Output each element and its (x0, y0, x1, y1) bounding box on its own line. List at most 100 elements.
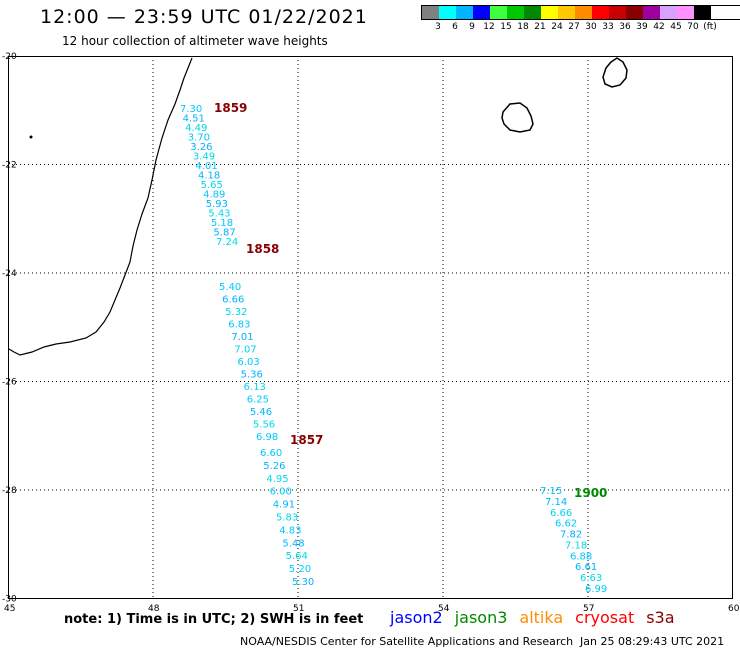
legend-label: 24 (551, 22, 563, 32)
generation-timestamp: Jan 25 08:29:43 UTC 2021 (580, 635, 725, 648)
wave-height-value: 4.89 (203, 190, 225, 201)
wave-height-value: 7.14 (545, 497, 567, 508)
wave-height-value: 3.70 (188, 133, 210, 144)
mauritius-island-outline (602, 57, 628, 88)
legend-swatches (421, 5, 740, 20)
map-title: 12:00 — 23:59 UTC 01/22/2021 (40, 6, 368, 28)
legend-label: 21 (534, 22, 546, 32)
longitude-label: 54 (438, 604, 450, 614)
legend-swatch (643, 6, 660, 19)
footnote: note: 1) Time is in UTC; 2) SWH is in fe… (64, 612, 364, 627)
islet-marker (29, 135, 33, 139)
pass-time-label: 1859 (214, 101, 247, 115)
wave-height-value: 5.64 (286, 551, 308, 562)
color-legend: 3 6 9 12 15 18 21 24 27 30 33 36 39 42 45 70 (ft) (421, 5, 740, 36)
satellite-altika: altika (519, 608, 564, 627)
wave-height-value: 7.30 (180, 104, 202, 115)
legend-label: 39 (636, 22, 648, 32)
latitude-label: -30 (2, 595, 17, 605)
wave-height-value: 7.07 (234, 345, 256, 356)
wave-height-value: 3.26 (190, 142, 212, 153)
legend-swatch (660, 6, 677, 19)
wave-height-value: 6.62 (555, 519, 577, 530)
legend-swatch (677, 6, 694, 19)
legend-label: 45 (670, 22, 682, 32)
legend-swatch (626, 6, 643, 19)
wave-height-value: 4.49 (185, 123, 207, 134)
legend-labels: 3 6 9 12 15 18 21 24 27 30 33 36 39 42 45 70 (ft) (421, 22, 740, 36)
wave-height-value: 6.03 (238, 357, 260, 368)
legend-label: 33 (602, 22, 614, 32)
legend-label: 3 (435, 22, 441, 32)
wave-height-value: 4.95 (266, 474, 288, 485)
wave-height-value: 5.93 (206, 199, 228, 210)
satellite-legend: jason2 jason3 altika cryosat s3a (390, 608, 675, 627)
latitude-label: -28 (2, 486, 17, 496)
satellite-cryosat: cryosat (575, 608, 635, 627)
legend-swatch (558, 6, 575, 19)
longitude-labels: 45 48 51 54 57 60 (4, 604, 740, 614)
wave-height-value: 4.18 (198, 171, 220, 182)
wave-height-value: 5.48 (282, 538, 304, 549)
legend-swatch (490, 6, 507, 19)
legend-swatch (507, 6, 524, 19)
legend-label: 27 (568, 22, 580, 32)
latitude-label: -26 (2, 378, 17, 388)
longitude-label: 48 (148, 604, 160, 614)
map-frame (8, 56, 733, 599)
legend-swatch (439, 6, 456, 19)
legend-swatch (473, 6, 490, 19)
wave-height-value: 6.98 (256, 432, 278, 443)
legend-swatch (694, 6, 711, 19)
satellite-s3a: s3a (646, 608, 675, 627)
legend-label: 36 (619, 22, 631, 32)
latitude-label: -24 (2, 269, 17, 279)
longitude-label: 57 (583, 604, 594, 614)
wave-height-value: 5.65 (201, 180, 223, 191)
wave-height-value: 6.88 (570, 551, 592, 562)
latitude-label: -22 (2, 161, 17, 171)
pass-time-label: 1857 (290, 433, 323, 447)
legend-label: 15 (500, 22, 512, 32)
satellite-jason3: jason3 (454, 608, 508, 627)
wave-height-value: 5.36 (241, 370, 263, 381)
legend-swatch (541, 6, 558, 19)
wave-height-value: 5.87 (213, 228, 235, 239)
wave-height-value: 6.25 (247, 395, 269, 406)
legend-label: 9 (469, 22, 475, 32)
longitude-label: 45 (4, 604, 15, 614)
wave-height-value: 4.83 (279, 525, 301, 536)
longitude-label: 60 (728, 604, 740, 614)
wave-height-value: 4.51 (183, 114, 205, 125)
legend-label: 42 (653, 22, 665, 32)
wave-height-value: 6.83 (228, 320, 250, 331)
altimeter-tracks: 7.304.514.493.703.263.494.014.185.654.89… (180, 101, 607, 595)
wave-height-value: 7.15 (540, 486, 562, 497)
wave-height-value: 7.01 (231, 332, 253, 343)
pass-time-label: 1858 (246, 242, 279, 256)
reunion-island-outline (501, 102, 534, 133)
wave-height-value: 5.30 (292, 577, 314, 588)
wave-height-value: 6.99 (585, 584, 607, 595)
latitude-label: -20 (2, 52, 17, 62)
legend-swatch (575, 6, 592, 19)
legend-label: 30 (585, 22, 597, 32)
pass-time-label: 1900 (574, 486, 607, 500)
wave-height-value: 6.00 (270, 487, 292, 498)
graticule (8, 56, 732, 598)
legend-unit: (ft) (703, 22, 717, 32)
latitude-labels: -20 -22 -24 -26 -28 -30 (2, 52, 17, 605)
wave-height-value: 7.18 (565, 540, 587, 551)
satellite-jason2: jason2 (390, 608, 443, 627)
wave-height-value: 6.63 (580, 573, 602, 584)
legend-swatch (456, 6, 473, 19)
wave-height-value: 5.40 (219, 282, 241, 293)
wave-height-value: 5.18 (211, 218, 233, 229)
madagascar-coastline (8, 57, 193, 356)
wave-height-value: 5.32 (225, 307, 247, 318)
legend-swatch (609, 6, 626, 19)
legend-swatch (422, 6, 439, 19)
wave-height-value: 5.46 (250, 407, 272, 418)
wave-height-value: 5.20 (289, 564, 311, 575)
wave-height-value: 7.82 (560, 530, 582, 541)
